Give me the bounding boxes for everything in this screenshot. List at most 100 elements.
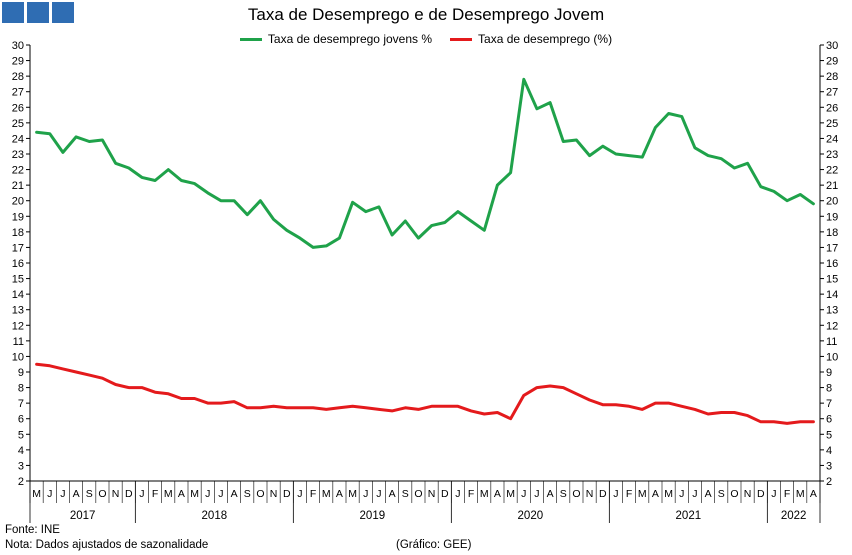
y-tick-label-right: 4 — [826, 445, 832, 457]
month-tick-label: F — [468, 488, 474, 500]
y-tick-label-left: 22 — [12, 165, 24, 177]
month-tick-label: O — [730, 488, 738, 500]
y-tick-label-left: 20 — [12, 196, 24, 208]
y-tick-label-right: 11 — [826, 336, 837, 348]
y-tick-label-left: 23 — [12, 149, 24, 161]
month-tick-label: M — [32, 488, 41, 500]
month-tick-label: N — [744, 488, 752, 500]
y-tick-label-left: 16 — [12, 258, 24, 270]
y-tick-label-right: 6 — [826, 414, 832, 426]
y-tick-label-right: 15 — [826, 274, 838, 286]
month-tick-label: O — [98, 488, 106, 500]
year-label: 2021 — [676, 510, 702, 522]
y-tick-label-right: 30 — [826, 40, 838, 52]
month-tick-label: S — [402, 488, 409, 500]
y-tick-label-right: 10 — [826, 351, 838, 363]
y-tick-label-left: 8 — [18, 383, 24, 395]
adjustment-note: Nota: Dados ajustados de sazonalidade — [5, 539, 209, 551]
month-tick-label: J — [679, 488, 684, 500]
month-tick-label: O — [572, 488, 580, 500]
y-tick-label-left: 18 — [12, 227, 24, 239]
y-tick-label-right: 14 — [826, 289, 838, 301]
y-tick-label-left: 19 — [12, 211, 24, 223]
month-tick-label: D — [599, 488, 607, 500]
month-tick-label: A — [389, 488, 396, 500]
y-tick-label-left: 13 — [12, 305, 24, 317]
legend-label-youth: Taxa de desemprego jovens % — [267, 32, 433, 46]
y-tick-label-right: 22 — [826, 165, 838, 177]
month-tick-label: F — [310, 488, 316, 500]
y-tick-label-right: 16 — [826, 258, 838, 270]
month-tick-label: A — [810, 488, 817, 500]
y-tick-label-left: 3 — [18, 460, 24, 472]
y-tick-label-right: 23 — [826, 149, 838, 161]
year-label: 2019 — [360, 510, 386, 522]
legend-label-total: Taxa de desemprego (%) — [478, 32, 613, 46]
month-tick-label: A — [336, 488, 343, 500]
month-tick-label: O — [414, 488, 422, 500]
y-tick-label-left: 27 — [12, 87, 24, 99]
y-tick-label-left: 15 — [12, 274, 24, 286]
year-label: 2017 — [70, 510, 96, 522]
year-label: 2020 — [518, 510, 544, 522]
legend-item-total: Taxa de desemprego (%) — [450, 32, 612, 46]
month-tick-label: O — [256, 488, 264, 500]
month-tick-label: M — [190, 488, 199, 500]
y-tick-label-right: 3 — [826, 460, 832, 472]
month-tick-label: J — [47, 488, 52, 500]
y-tick-label-right: 7 — [826, 398, 832, 410]
y-tick-label-right: 13 — [826, 305, 838, 317]
month-tick-label: A — [705, 488, 712, 500]
y-tick-label-right: 24 — [826, 133, 838, 145]
y-tick-label-left: 26 — [12, 102, 24, 114]
month-tick-label: N — [586, 488, 594, 500]
year-label: 2022 — [781, 510, 807, 522]
month-tick-label: J — [297, 488, 302, 500]
y-tick-label-left: 14 — [12, 289, 24, 301]
y-tick-label-left: 12 — [12, 320, 24, 332]
chart-legend: Taxa de desemprego jovens % Taxa de dese… — [0, 32, 852, 46]
brand-block-icon — [52, 2, 74, 23]
month-tick-label: N — [112, 488, 120, 500]
month-tick-label: N — [428, 488, 436, 500]
month-tick-label: A — [231, 488, 238, 500]
y-tick-label-left: 24 — [12, 133, 24, 145]
month-tick-label: M — [664, 488, 673, 500]
series-line-total — [35, 362, 815, 425]
y-tick-label-right: 8 — [826, 383, 832, 395]
series-line-youth — [35, 77, 815, 249]
y-tick-label-right: 29 — [826, 56, 838, 68]
legend-swatch-total — [450, 37, 473, 41]
y-tick-label-right: 20 — [826, 196, 838, 208]
legend-swatch-youth — [239, 37, 262, 41]
brand-block-icon — [27, 2, 49, 23]
month-tick-label: F — [784, 488, 790, 500]
y-tick-label-left: 28 — [12, 71, 24, 83]
month-tick-label: J — [521, 488, 526, 500]
month-tick-label: S — [560, 488, 567, 500]
month-tick-label: M — [348, 488, 357, 500]
month-tick-label: M — [638, 488, 647, 500]
y-tick-label-right: 2 — [826, 476, 832, 488]
y-tick-label-right: 18 — [826, 227, 838, 239]
y-tick-label-left: 21 — [12, 180, 24, 192]
month-tick-label: A — [652, 488, 659, 500]
month-tick-label: F — [152, 488, 158, 500]
chart-title: Taxa de Desemprego e de Desemprego Jovem — [247, 5, 605, 24]
month-tick-label: J — [60, 488, 65, 500]
month-tick-label: J — [692, 488, 697, 500]
month-tick-label: A — [178, 488, 185, 500]
chart-credit: (Gráfico: GEE) — [396, 539, 472, 551]
y-tick-label-left: 9 — [18, 367, 24, 379]
y-tick-label-right: 28 — [826, 71, 838, 83]
brand-block-icon — [2, 2, 24, 23]
y-tick-label-right: 27 — [826, 87, 838, 99]
month-tick-label: J — [218, 488, 223, 500]
month-tick-label: J — [613, 488, 618, 500]
y-tick-label-left: 7 — [18, 398, 24, 410]
month-tick-label: A — [73, 488, 80, 500]
y-tick-label-right: 5 — [826, 429, 832, 441]
month-tick-label: M — [506, 488, 515, 500]
month-tick-label: D — [441, 488, 449, 500]
